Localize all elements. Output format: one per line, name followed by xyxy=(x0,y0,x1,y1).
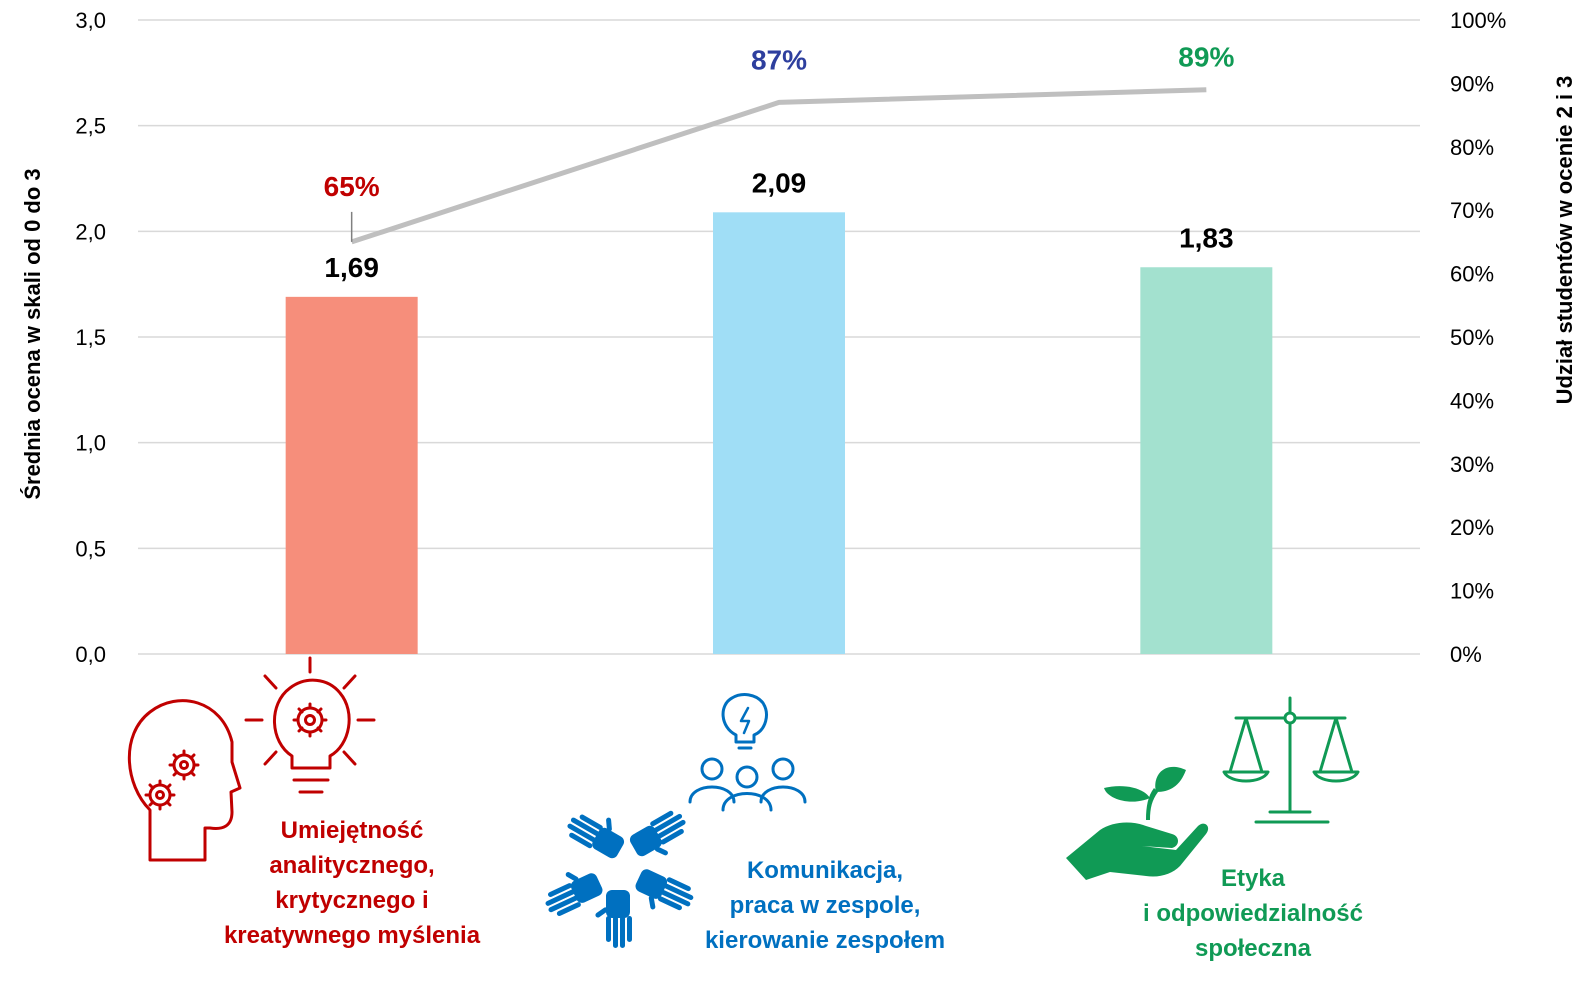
team-people-icon xyxy=(688,693,807,812)
right-tick-label: 10% xyxy=(1450,579,1494,604)
right-tick-label: 80% xyxy=(1450,135,1494,160)
category-labels: Umiejętność analitycznego, krytycznego i kr… xyxy=(224,817,1363,962)
bar-value-label: 1,69 xyxy=(324,252,379,283)
category-label-line: i odpowiedzialność xyxy=(1143,900,1363,927)
team-hands-icon xyxy=(545,810,694,948)
category-label-line: Komunikacja, xyxy=(747,857,903,884)
category-label-line: kreatywnego myślenia xyxy=(224,922,481,949)
gear-icon xyxy=(168,749,200,781)
bar-value-label: 2,09 xyxy=(752,167,807,198)
gear-icon xyxy=(144,779,176,811)
line-value-label: 87% xyxy=(751,44,807,75)
left-tick-label: 3,0 xyxy=(75,8,106,33)
line-value-labels: 65% 87% 89% xyxy=(324,42,1234,242)
left-tick-label: 1,0 xyxy=(75,431,106,456)
left-axis-ticks: 0,0 0,5 1,0 1,5 2,0 2,5 3,0 xyxy=(75,8,106,667)
right-tick-label: 100% xyxy=(1450,8,1506,33)
category-label-line: analitycznego, xyxy=(269,852,434,879)
right-tick-label: 50% xyxy=(1450,325,1494,350)
category-label: Komunikacja, praca w zespole, kierowanie z… xyxy=(705,857,945,954)
bar xyxy=(1140,267,1273,654)
bar-value-label: 1,83 xyxy=(1179,222,1234,253)
category-label-line: Umiejętność xyxy=(281,817,424,844)
right-tick-label: 70% xyxy=(1450,198,1494,223)
left-tick-label: 0,5 xyxy=(75,536,106,561)
left-tick-label: 1,5 xyxy=(75,325,106,350)
category-label-line: Etyka xyxy=(1221,865,1286,892)
right-tick-label: 90% xyxy=(1450,71,1494,96)
bar-value-labels: 1,69 2,09 1,83 xyxy=(324,167,1233,283)
left-tick-label: 2,0 xyxy=(75,219,106,244)
right-tick-label: 60% xyxy=(1450,262,1494,287)
right-tick-label: 20% xyxy=(1450,515,1494,540)
line-value-label: 89% xyxy=(1178,42,1234,73)
category-label-line: praca w zespole, xyxy=(730,892,921,919)
left-tick-label: 2,5 xyxy=(75,114,106,139)
plant-hand-icon xyxy=(1066,766,1209,880)
line-series xyxy=(350,87,1207,245)
right-tick-label: 40% xyxy=(1450,388,1494,413)
right-tick-label: 30% xyxy=(1450,452,1494,477)
head-gears-icon xyxy=(127,699,242,862)
left-axis-title: Średnia ocena w skali od 0 do 3 xyxy=(20,168,45,499)
left-tick-label: 0,0 xyxy=(75,642,106,667)
scales-icon xyxy=(1222,696,1360,824)
right-axis-ticks: 0% 10% 20% 30% 40% 50% 60% 70% 80% 90% 100% xyxy=(1450,8,1506,667)
line-path xyxy=(350,87,1207,245)
bar xyxy=(713,212,845,654)
category-label-line: kierowanie zespołem xyxy=(705,927,945,954)
line-value-label: 65% xyxy=(324,171,380,202)
right-tick-label: 0% xyxy=(1450,642,1482,667)
category-label: Umiejętność analitycznego, krytycznego i kr… xyxy=(224,817,481,949)
right-axis-title: Udział studentów w ocenie 2 i 3 xyxy=(1552,76,1577,405)
category-label-line: społeczna xyxy=(1195,935,1312,962)
category-label: Etyka i odpowiedzialność społeczna xyxy=(1143,865,1363,962)
lightbulb-gear-icon xyxy=(244,656,376,794)
bar-series xyxy=(285,212,1273,654)
category-label-line: krytycznego i xyxy=(275,887,428,914)
bar xyxy=(285,296,418,654)
